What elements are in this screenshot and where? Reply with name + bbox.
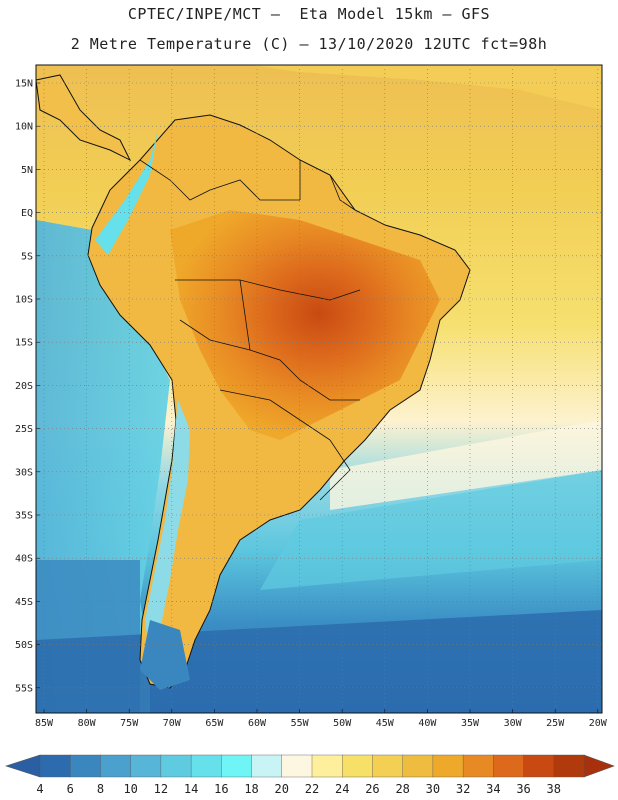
hot-interior: [170, 210, 440, 440]
colorbar-label: 18: [244, 782, 258, 796]
title-line-1: CPTEC/INPE/MCT – Eta Model 15km – GFS: [127, 5, 491, 23]
colorbar-label: 30: [426, 782, 440, 796]
lat-label: 10S: [15, 295, 33, 306]
colorbar-swatch: [221, 754, 253, 778]
lon-label: 45W: [376, 718, 395, 729]
colorbar-swatch: [462, 754, 495, 778]
lat-label: 50S: [15, 640, 33, 651]
atlantic-mild-band: [330, 420, 602, 510]
lat-label: 40S: [15, 554, 33, 565]
lat-label: 25S: [15, 424, 33, 435]
latitude-labels: 15N 10N 5N EQ 5S 10S 15S 20S 25S 30S 35S 40S 45S 50S 5…: [15, 79, 33, 695]
colorbar-swatch: [160, 754, 192, 778]
colorbar-swatch: [523, 754, 555, 778]
lat-label: EQ: [21, 208, 33, 219]
colorbar-label: 24: [335, 782, 349, 796]
lon-label: 55W: [291, 718, 310, 729]
lon-label: 60W: [248, 718, 267, 729]
lat-label: 5S: [21, 251, 33, 262]
lon-label: 40W: [418, 718, 437, 729]
colorbar-swatch: [281, 754, 313, 778]
colorbar-swatch: [402, 754, 434, 778]
colorbar-label: 26: [365, 782, 379, 796]
colorbar-swatch: [372, 754, 404, 778]
lon-label: 20W: [589, 718, 608, 729]
colorbar-swatch: [70, 754, 102, 778]
colorbar-label: 34: [486, 782, 500, 796]
colorbar-swatch: [432, 754, 464, 778]
lat-label: 15N: [15, 79, 33, 90]
colorbar-swatch: [311, 754, 343, 778]
caribbean-warm: [250, 65, 602, 110]
colorbar-label: 8: [97, 782, 104, 796]
colorbar-label: 22: [305, 782, 319, 796]
central-america: [36, 74, 132, 162]
lat-label: 5N: [21, 165, 33, 176]
colorbar-swatch: [130, 754, 162, 778]
colorbar-label: 14: [184, 782, 198, 796]
colorbar-label: 20: [275, 782, 289, 796]
colorbar-label: 38: [547, 782, 561, 796]
lat-label: 15S: [15, 338, 33, 349]
colorbar-swatch: [251, 754, 283, 778]
colorbar-swatch: [553, 754, 585, 778]
country-borders: [139, 159, 361, 501]
patagonia-cold: [140, 620, 190, 690]
lon-label: 85W: [35, 718, 54, 729]
lat-label: 10N: [15, 122, 33, 133]
colorbar-label: 28: [395, 782, 409, 796]
lon-label: 80W: [78, 718, 97, 729]
lon-label: 35W: [461, 718, 480, 729]
colorbar-swatch: [493, 754, 525, 778]
andes-south: [145, 400, 190, 660]
graticule: [36, 65, 602, 713]
andes-north: [95, 130, 158, 255]
colorbar-label: 36: [516, 782, 530, 796]
colorbar-swatch: [190, 754, 223, 778]
lat-label: 20S: [15, 381, 33, 392]
colorbar-swatch: [342, 754, 374, 778]
colorbar-label: 4: [36, 782, 43, 796]
colorbar-swatch: [39, 754, 71, 778]
colorbar-label: 6: [67, 782, 74, 796]
map-frame: [35, 64, 603, 714]
colorbar-labels: 4 6 8 10 12 14 16 18 20 22 24 26 28 30 32 34 36 38: [36, 782, 561, 796]
lat-label: 55S: [15, 683, 33, 694]
lon-label: 50W: [333, 718, 352, 729]
south-atlantic-cool: [260, 470, 602, 590]
lon-label: 75W: [120, 718, 139, 729]
lon-label: 65W: [205, 718, 224, 729]
colorbar-high-arrow: [583, 754, 615, 778]
colorbar: [5, 754, 615, 778]
lat-label: 35S: [15, 511, 33, 522]
lon-label: 70W: [163, 718, 182, 729]
colorbar-label: 10: [123, 782, 137, 796]
title-line-2: 2 Metre Temperature (C) – 13/10/2020 12U…: [70, 35, 548, 53]
colorbar-label: 16: [214, 782, 228, 796]
lat-label: 45S: [15, 597, 33, 608]
colorbar-swatch: [100, 754, 132, 778]
lon-label: 25W: [546, 718, 565, 729]
colorbar-low-arrow: [5, 754, 41, 778]
lat-label: 30S: [15, 467, 33, 478]
longitude-labels: 85W 80W 75W 70W 65W 60W 55W 50W 45W 40W 35W 30W 25W 2…: [35, 718, 608, 729]
colorbar-label: 12: [154, 782, 168, 796]
map-area: [36, 65, 602, 713]
colorbar-label: 32: [456, 782, 470, 796]
lon-label: 30W: [504, 718, 523, 729]
